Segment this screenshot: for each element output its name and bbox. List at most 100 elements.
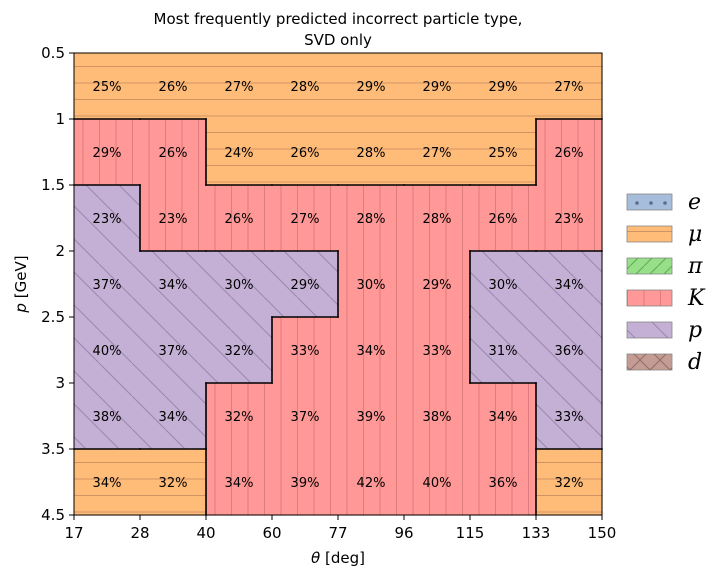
heatmap-cell-2-7	[536, 185, 603, 252]
cell-hatch	[470, 53, 537, 120]
heatmap-cell-3-4	[338, 251, 405, 318]
heatmap-cell-0-5	[404, 53, 471, 120]
heatmap-cell-4-1	[140, 317, 207, 384]
cell-value-label: 32%	[555, 476, 584, 491]
cell-hatch	[272, 317, 339, 384]
heatmap-cell-5-1	[140, 383, 207, 450]
heatmap-cell-3-1	[140, 251, 207, 318]
cell-value-label: 30%	[225, 278, 254, 293]
cell-hatch	[404, 53, 471, 120]
cell-hatch	[140, 119, 207, 186]
chart-title-line-1: Most frequently predicted incorrect part…	[154, 10, 523, 28]
y-axis-symbol: p	[12, 303, 30, 314]
cell-hatch	[536, 317, 603, 384]
cell-value-label: 42%	[357, 476, 386, 491]
legend-entry-p: p	[626, 318, 702, 343]
cell-hatch	[338, 449, 405, 516]
legend-entry-K: K	[626, 286, 706, 311]
y-tick-label: 1	[55, 110, 65, 128]
cell-value-label: 30%	[357, 278, 386, 293]
heatmap-cell-4-2	[206, 317, 273, 384]
cell-hatch	[206, 185, 273, 252]
heatmap-cell-0-3	[272, 53, 339, 120]
cell-value-label: 37%	[93, 278, 122, 293]
y-tick-label: 0.5	[41, 44, 65, 62]
cell-hatch	[74, 53, 141, 120]
cell-value-label: 38%	[423, 410, 452, 425]
cell-value-label: 36%	[489, 476, 518, 491]
y-tick-label: 4.5	[41, 506, 65, 524]
cell-value-label: 34%	[555, 278, 584, 293]
cell-hatch	[404, 317, 471, 384]
cell-value-label: 27%	[225, 80, 254, 95]
legend-label: e	[688, 190, 701, 215]
cell-value-label: 26%	[159, 80, 188, 95]
cell-hatch	[338, 251, 405, 318]
heatmap-cell-1-4	[338, 119, 405, 186]
cell-value-label: 26%	[291, 146, 320, 161]
heatmap-cell-5-3	[272, 383, 339, 450]
cell-value-label: 31%	[489, 344, 518, 359]
heatmap-cell-2-1	[140, 185, 207, 252]
y-tick-label: 1.5	[41, 176, 65, 194]
x-tick-label: 96	[394, 524, 413, 542]
cell-value-label: 34%	[93, 476, 122, 491]
cell-value-label: 33%	[291, 344, 320, 359]
cell-value-label: 29%	[423, 80, 452, 95]
region-borders	[73, 118, 603, 516]
heatmap-cell-6-4	[338, 449, 405, 516]
legend-label: p	[688, 318, 702, 343]
heatmap-cell-4-7	[536, 317, 603, 384]
cell-value-label: 27%	[423, 146, 452, 161]
cell-hatch	[206, 53, 273, 120]
y-axis-label: p [GeV]	[12, 255, 30, 313]
y-tick-label: 3	[55, 374, 65, 392]
cell-hatch	[338, 317, 405, 384]
cell-hatch	[272, 383, 339, 450]
heatmap-cell-2-0	[74, 185, 141, 252]
cell-value-label: 34%	[357, 344, 386, 359]
x-axis-symbol: θ	[311, 549, 320, 567]
cell-hatch	[206, 119, 273, 186]
heatmap-cell-5-7	[536, 383, 603, 450]
heatmap-cell-6-2	[206, 449, 273, 516]
legend-entry-pi: π	[626, 254, 703, 279]
cell-hatch	[74, 251, 141, 318]
cell-hatch	[140, 185, 207, 252]
chart-title: Most frequently predicted incorrect part…	[154, 10, 523, 49]
cell-value-label: 39%	[291, 476, 320, 491]
heatmap-cell-1-3	[272, 119, 339, 186]
cell-value-label: 28%	[423, 212, 452, 227]
heatmap-cell-4-6	[470, 317, 537, 384]
cell-value-label: 26%	[555, 146, 584, 161]
cell-hatch	[404, 251, 471, 318]
cell-hatch	[74, 185, 141, 252]
cell-value-label: 33%	[423, 344, 452, 359]
heatmap-cell-1-1	[140, 119, 207, 186]
heatmap-cell-2-5	[404, 185, 471, 252]
cell-value-label: 32%	[225, 410, 254, 425]
legend-swatch-hatch	[627, 290, 672, 306]
heatmap-cell-0-4	[338, 53, 405, 120]
heatmap-cell-6-6	[470, 449, 537, 516]
heatmap-cell-2-4	[338, 185, 405, 252]
cell-hatch	[140, 251, 207, 318]
x-tick-label: 133	[522, 524, 551, 542]
heatmap-cell-5-6	[470, 383, 537, 450]
x-axis-ticks: 17 28 40 60 77 96 115 133 150	[64, 515, 616, 542]
cell-hatch	[140, 317, 207, 384]
heatmap-cell-0-2	[206, 53, 273, 120]
cell-value-label: 23%	[159, 212, 188, 227]
heatmap-cell-0-7	[536, 53, 603, 120]
heatmap-cell-3-6	[470, 251, 537, 318]
x-tick-label: 77	[328, 524, 347, 542]
cell-hatch	[338, 119, 405, 186]
cell-hatch	[140, 383, 207, 450]
legend-swatch-hatch	[627, 258, 672, 274]
cell-value-label: 39%	[357, 410, 386, 425]
cell-value-label: 34%	[225, 476, 254, 491]
chart-title-line-2: SVD only	[304, 31, 372, 49]
heatmap-cell-1-5	[404, 119, 471, 186]
heatmap-cell-1-2	[206, 119, 273, 186]
cell-hatch	[74, 383, 141, 450]
